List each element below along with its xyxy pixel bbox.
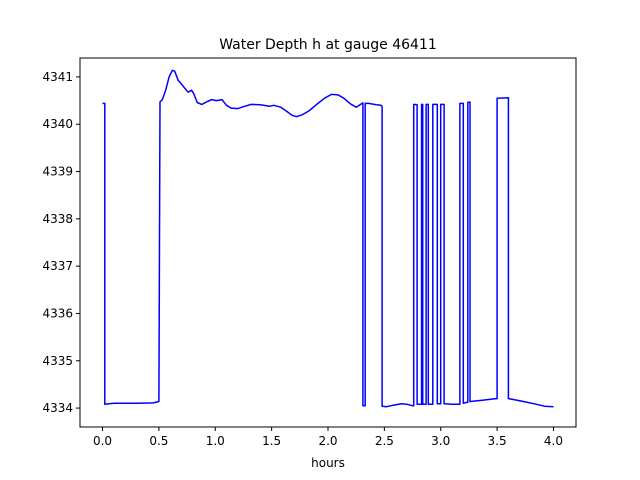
plot-frame (79, 57, 577, 428)
y-tick-label: 4341 (42, 70, 73, 84)
chart-title: Water Depth h at gauge 46411 (219, 37, 437, 53)
y-tick-label: 4336 (42, 306, 73, 320)
x-axis: 0.0 0.5 1.0 1.5 2.0 2.5 3.0 3.5 4.0 (93, 427, 563, 448)
x-tick-label: 3.0 (431, 434, 450, 448)
y-tick-label: 4338 (42, 212, 73, 226)
series-group (102, 69, 554, 408)
x-axis-label: hours (311, 456, 345, 470)
y-tick-label: 4337 (42, 259, 73, 273)
y-tick-label: 4334 (42, 401, 73, 415)
x-tick-label: 2.5 (375, 434, 394, 448)
x-tick-label: 3.5 (488, 434, 507, 448)
y-axis: 4334 4335 4336 4337 4338 4339 4340 4341 (42, 70, 80, 415)
x-tick-label: 0.0 (93, 434, 112, 448)
x-tick-label: 4.0 (544, 434, 563, 448)
x-tick-label: 2.0 (318, 434, 337, 448)
series-line (102, 69, 554, 408)
y-tick-label: 4339 (42, 165, 73, 179)
x-tick-label: 1.5 (262, 434, 281, 448)
x-tick-label: 1.0 (206, 434, 225, 448)
x-tick-label: 0.5 (149, 434, 168, 448)
y-tick-label: 4340 (42, 117, 73, 131)
y-tick-label: 4335 (42, 354, 73, 368)
